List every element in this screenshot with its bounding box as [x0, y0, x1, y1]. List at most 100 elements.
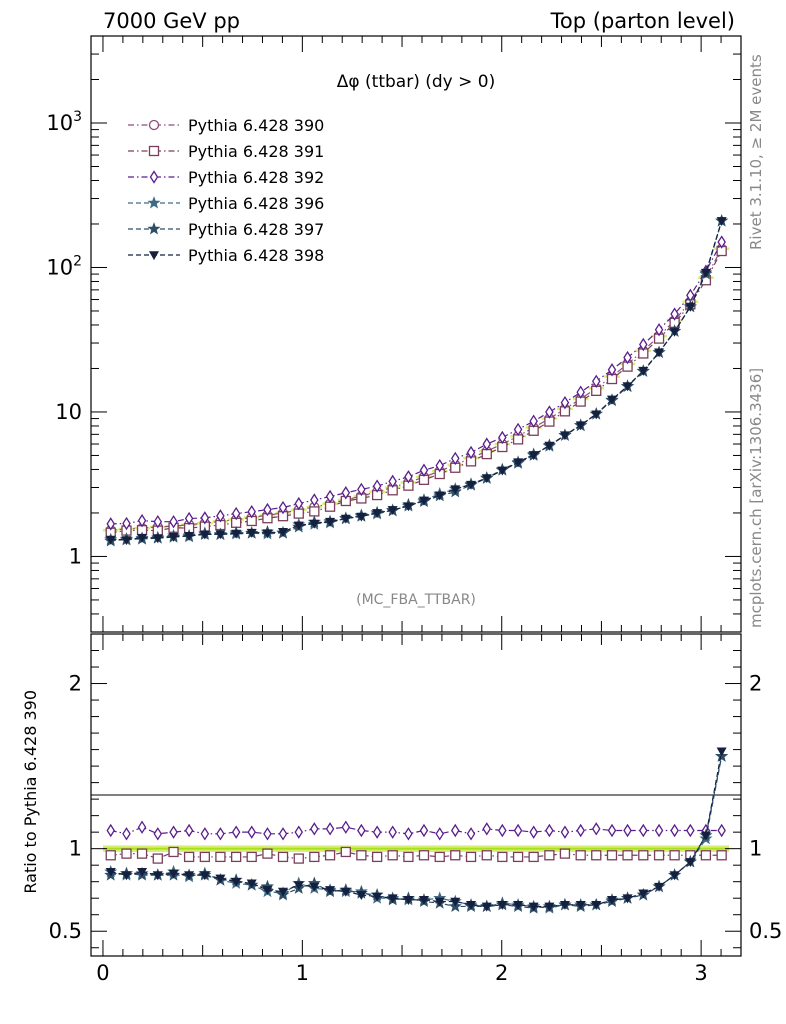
main-series-2 [105, 245, 727, 538]
main-data-point [639, 337, 648, 352]
legend-entry: Pythia 6.428 392 [128, 168, 324, 187]
ratio-data-point [653, 850, 665, 861]
ratio-data-point [686, 823, 695, 838]
y-tick-label: 102 [46, 253, 82, 279]
ratio-data-point [340, 846, 351, 858]
legend: Pythia 6.428 390 Pythia 6.428 391 Pythia 6… [128, 116, 324, 265]
ratio-data-point [231, 825, 241, 839]
legend-label: Pythia 6.428 392 [188, 168, 324, 187]
main-series-line [110, 248, 723, 531]
ratio-data-point [482, 822, 492, 836]
x-tick-label: 0 [96, 961, 109, 985]
ratio-data-point [231, 851, 242, 863]
main-data-point [122, 516, 131, 531]
main-data-point [372, 509, 383, 519]
ratio-series-5 [105, 747, 727, 912]
ratio-data-point [591, 901, 602, 910]
ratio-data-point [340, 887, 351, 897]
ratio-data-point [717, 823, 726, 838]
ratio-data-point [716, 850, 727, 861]
x-tick-label: 2 [495, 961, 508, 985]
ratio-data-point [654, 882, 665, 892]
legend-entry: Pythia 6.428 391 [128, 142, 324, 161]
ratio-data-point [199, 851, 210, 863]
ratio-data-point [356, 891, 367, 901]
main-data-point [685, 302, 696, 312]
ratio-y-tick-label: 1 [69, 837, 82, 861]
main-data-point [310, 493, 319, 507]
ratio-data-point [106, 823, 116, 838]
main-data-point [293, 508, 304, 519]
legend-entry: Pythia 6.428 396 [128, 194, 324, 213]
main-data-point [293, 521, 304, 531]
main-data-point [247, 505, 256, 519]
ratio-data-point [168, 869, 179, 879]
ratio-axis-ticks: 0.5 0.5 1 1 2 2 0 1 2 3 [49, 633, 782, 985]
ratio-data-point [215, 851, 226, 863]
main-data-point [168, 532, 179, 542]
ratio-data-point [497, 851, 508, 863]
main-data-point [324, 501, 336, 512]
legend-label: Pythia 6.428 398 [188, 246, 324, 265]
main-data-point [137, 513, 147, 528]
ratio-data-point [669, 871, 680, 881]
ratio-data-point [168, 846, 179, 858]
ratio-data-point [606, 850, 618, 861]
main-data-point [121, 536, 132, 546]
main-axis-ticks: 1 10 102 103 [46, 35, 742, 633]
main-data-point [528, 451, 539, 461]
ratio-series-line [110, 756, 723, 909]
main-data-point [169, 514, 178, 529]
ratio-data-point [498, 823, 507, 838]
ratio-data-point [152, 871, 163, 881]
main-data-point [717, 235, 726, 249]
main-data-point [277, 528, 289, 537]
main-data-point [670, 307, 679, 321]
ratio-data-point [418, 850, 430, 861]
main-data-point [262, 529, 273, 539]
ratio-data-point [591, 850, 602, 861]
ratio-data-point [591, 822, 601, 836]
ratio-data-point [545, 823, 554, 838]
ratio-data-point [623, 823, 632, 838]
ratio-data-point [325, 822, 335, 836]
ratio-frame [90, 633, 742, 957]
main-data-point [529, 414, 538, 428]
main-data-point [497, 466, 508, 476]
main-data-point [560, 395, 570, 410]
main-data-point [700, 268, 711, 278]
ratio-data-point [199, 871, 210, 881]
ratio-ylabel: Ratio to Pythia 6.428 390 [21, 690, 40, 894]
main-data-point [466, 445, 476, 460]
main-series-line [110, 241, 723, 525]
main-data-point [356, 512, 367, 522]
main-data-point [513, 422, 523, 437]
ratio-data-point [419, 823, 429, 838]
ratio-series-line [110, 851, 722, 860]
main-data-point [545, 405, 554, 419]
ratio-data-point [293, 881, 304, 891]
main-data-point [466, 480, 477, 490]
main-data-point [294, 496, 304, 511]
ratio-data-point [450, 850, 461, 861]
ratio-data-point [559, 848, 571, 859]
y-tick-label: 103 [46, 109, 82, 135]
legend-marker [147, 222, 161, 235]
main-series-line [110, 220, 723, 541]
ratio-data-point [528, 851, 539, 863]
ratio-data-point [497, 901, 508, 910]
ratio-data-point [638, 850, 649, 861]
main-data-point [200, 511, 210, 525]
ratio-data-point [700, 831, 711, 841]
ratio-data-point [465, 851, 477, 863]
main-data-point [481, 474, 492, 484]
main-data-point [105, 535, 116, 545]
ratio-data-point [325, 886, 336, 896]
ratio-data-point [388, 825, 397, 839]
ratio-data-point [262, 848, 273, 859]
main-data-point [263, 502, 272, 517]
main-data-point [106, 517, 116, 531]
main-data-point [481, 448, 492, 460]
ratio-data-point [700, 850, 712, 861]
